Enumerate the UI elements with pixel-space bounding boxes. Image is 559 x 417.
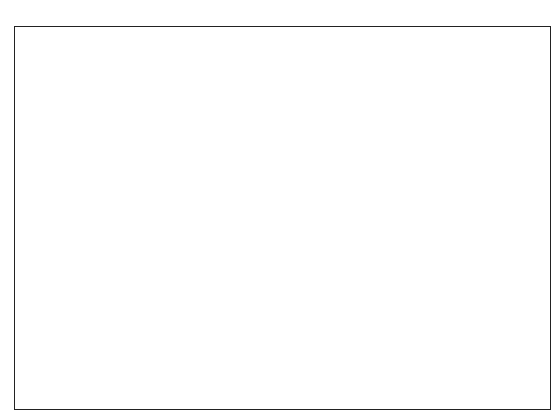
wordcloud-frame	[14, 26, 551, 410]
